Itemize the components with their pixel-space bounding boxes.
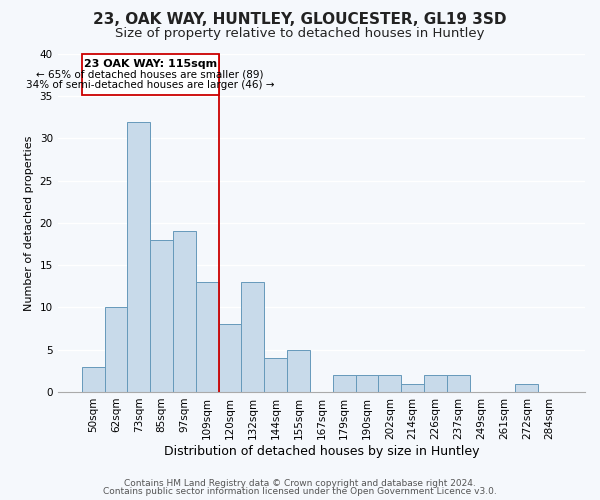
Bar bbox=[104, 308, 127, 392]
Bar bbox=[173, 232, 196, 392]
Bar bbox=[447, 375, 470, 392]
Text: Contains public sector information licensed under the Open Government Licence v3: Contains public sector information licen… bbox=[103, 487, 497, 496]
Bar bbox=[82, 366, 104, 392]
Bar bbox=[82, 54, 218, 94]
Text: 23, OAK WAY, HUNTLEY, GLOUCESTER, GL19 3SD: 23, OAK WAY, HUNTLEY, GLOUCESTER, GL19 3… bbox=[93, 12, 507, 28]
Text: 34% of semi-detached houses are larger (46) →: 34% of semi-detached houses are larger (… bbox=[26, 80, 274, 90]
Bar bbox=[515, 384, 538, 392]
Text: ← 65% of detached houses are smaller (89): ← 65% of detached houses are smaller (89… bbox=[37, 69, 264, 79]
Text: Size of property relative to detached houses in Huntley: Size of property relative to detached ho… bbox=[115, 28, 485, 40]
Bar bbox=[401, 384, 424, 392]
Bar bbox=[241, 282, 264, 392]
Bar bbox=[424, 375, 447, 392]
Text: 23 OAK WAY: 115sqm: 23 OAK WAY: 115sqm bbox=[83, 59, 217, 69]
X-axis label: Distribution of detached houses by size in Huntley: Distribution of detached houses by size … bbox=[164, 444, 479, 458]
Bar bbox=[196, 282, 218, 392]
Bar bbox=[218, 324, 241, 392]
Bar bbox=[264, 358, 287, 392]
Bar bbox=[333, 375, 356, 392]
Bar bbox=[356, 375, 379, 392]
Y-axis label: Number of detached properties: Number of detached properties bbox=[24, 136, 34, 310]
Text: Contains HM Land Registry data © Crown copyright and database right 2024.: Contains HM Land Registry data © Crown c… bbox=[124, 478, 476, 488]
Bar bbox=[127, 122, 150, 392]
Bar bbox=[379, 375, 401, 392]
Bar bbox=[287, 350, 310, 392]
Bar bbox=[150, 240, 173, 392]
